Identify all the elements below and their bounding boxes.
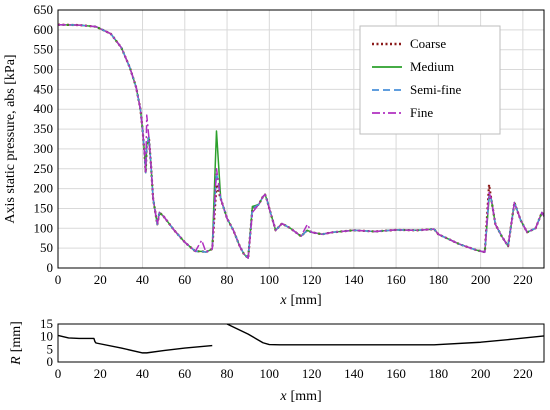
bottom-x-tick-label: 60: [178, 366, 191, 381]
legend-label: Semi-fine: [410, 82, 461, 97]
bottom-x-tick-label: 160: [386, 366, 406, 381]
bottom-x-tick-label: 220: [513, 366, 533, 381]
bottom-x-tick-label: 200: [471, 366, 491, 381]
top-x-tick-label: 160: [386, 272, 406, 287]
top-y-tick-label: 100: [34, 220, 54, 235]
bottom-y-tick-label: 10: [40, 329, 53, 344]
top-y-tick-label: 0: [47, 260, 54, 275]
legend-box: [359, 25, 501, 135]
top-y-tick-label: 650: [34, 2, 54, 17]
top-series-group: [57, 23, 545, 260]
bottom-series-group: [57, 323, 545, 354]
top-x-tick-label: 20: [94, 272, 107, 287]
bottom-y-tick-label: 15: [40, 316, 53, 331]
bottom-x-tick-label: 80: [221, 366, 234, 381]
bottom-x-axis-var: x: [279, 389, 287, 404]
bottom-x-axis-unit: [mm]: [291, 389, 322, 404]
top-x-tick-label: 140: [344, 272, 364, 287]
bottom-y-axis-label: R [mm]: [9, 321, 24, 366]
bottom-plot-frame: [57, 323, 545, 363]
top-x-tick-label: 120: [302, 272, 322, 287]
bottom-x-tick-label: 40: [136, 366, 149, 381]
top-x-axis-label: x [mm]: [279, 293, 321, 308]
bottom-x-tick-label: 180: [429, 366, 449, 381]
top-y-tick-label: 200: [34, 181, 54, 196]
radius-profile-segment: [57, 334, 213, 354]
bottom-x-tick-label: 140: [344, 366, 364, 381]
top-y-tick-label: 550: [34, 42, 54, 57]
bottom-y-axis-unit: [mm]: [9, 321, 24, 352]
legend: Coarse Medium Semi-fine Fine: [359, 25, 501, 135]
top-x-tick-label: 200: [471, 272, 491, 287]
bottom-x-tick-label: 100: [260, 366, 280, 381]
bottom-x-tick-label: 20: [94, 366, 107, 381]
top-y-tick-label: 400: [34, 101, 54, 116]
top-x-tick-label: 0: [55, 272, 62, 287]
top-x-tick-label: 100: [260, 272, 280, 287]
bottom-x-tick-label: 120: [302, 366, 322, 381]
top-x-axis-unit: [mm]: [291, 293, 322, 308]
top-y-tick-labels: 0 50 100 150 200 250 300 350 400 450 500 550 600 650: [34, 2, 54, 275]
top-y-tick-label: 50: [40, 240, 53, 255]
top-plot-frame: [57, 9, 545, 269]
top-y-tick-label: 350: [34, 121, 54, 136]
top-y-tick-label: 500: [34, 62, 54, 77]
bottom-x-tick-label: 0: [55, 366, 62, 381]
bottom-y-axis-var: R: [9, 356, 24, 366]
bottom-x-tick-labels: 0 20 40 60 80 100 120 140 160 180 200 220: [55, 366, 533, 381]
top-x-tick-label: 180: [429, 272, 449, 287]
series-line-semi-fine: [57, 23, 545, 259]
top-x-axis-var: x: [279, 293, 287, 308]
radius-profile-segment: [226, 323, 545, 346]
top-y-axis-label: Axis static pressure, abs [kPa]: [3, 54, 18, 223]
top-y-tick-label: 450: [34, 81, 54, 96]
bottom-y-tick-label: 5: [47, 341, 54, 356]
top-y-tick-label: 150: [34, 200, 54, 215]
bottom-x-axis-label: x [mm]: [279, 389, 321, 404]
bottom-y-tick-label: 0: [47, 354, 54, 369]
top-y-tick-label: 250: [34, 161, 54, 176]
top-x-tick-label: 80: [221, 272, 234, 287]
top-y-tick-label: 600: [34, 22, 54, 37]
top-x-tick-label: 40: [136, 272, 149, 287]
top-x-tick-label: 220: [513, 272, 533, 287]
top-y-tick-label: 300: [34, 141, 54, 156]
legend-label: Fine: [410, 105, 433, 120]
legend-label: Medium: [410, 59, 454, 74]
top-x-tick-labels: 0 20 40 60 80 100 120 140 160 180 200 220: [55, 272, 533, 287]
top-x-tick-label: 60: [178, 272, 191, 287]
legend-label: Coarse: [410, 36, 446, 51]
